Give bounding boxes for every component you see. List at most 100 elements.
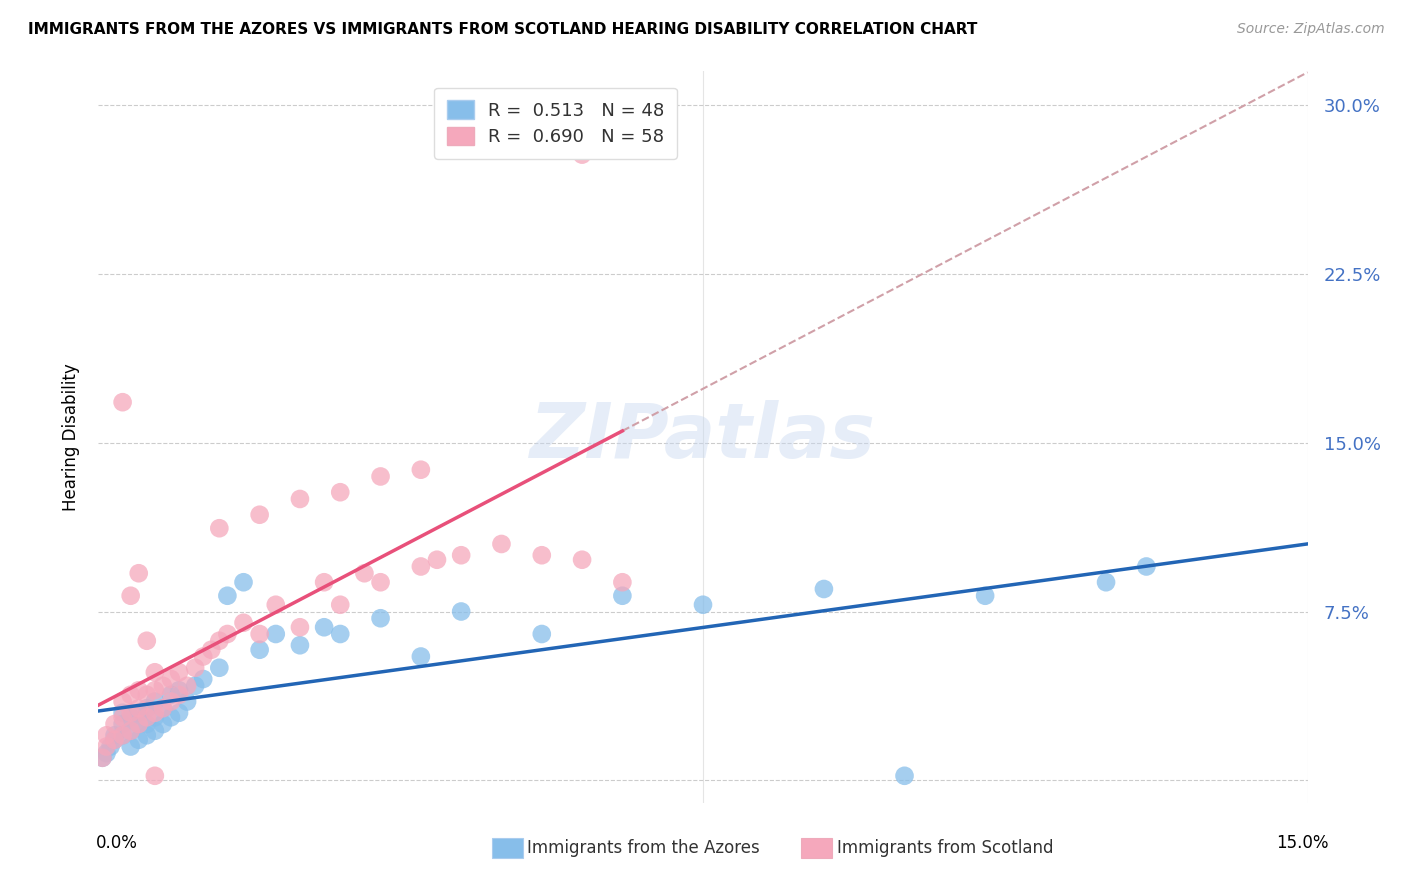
Point — [208, 521, 231, 535]
Point — [135, 701, 157, 715]
Point — [91, 751, 114, 765]
Text: Immigrants from Scotland: Immigrants from Scotland — [837, 839, 1053, 857]
Point — [96, 746, 118, 760]
Point — [111, 694, 134, 708]
Point — [232, 575, 254, 590]
Point — [329, 627, 352, 641]
Point — [974, 589, 997, 603]
Point — [111, 728, 134, 742]
Point — [143, 706, 166, 720]
Point — [409, 463, 432, 477]
Point — [193, 649, 215, 664]
Point — [167, 683, 190, 698]
Point — [193, 672, 215, 686]
Text: ZIPatlas: ZIPatlas — [530, 401, 876, 474]
Point — [160, 694, 183, 708]
Point — [143, 710, 166, 724]
Point — [111, 710, 134, 724]
Point — [128, 701, 150, 715]
Y-axis label: Hearing Disability: Hearing Disability — [62, 363, 80, 511]
Point — [176, 694, 198, 708]
Point — [571, 553, 593, 567]
Point — [135, 728, 157, 742]
Point — [120, 706, 142, 720]
Point — [288, 638, 311, 652]
Point — [128, 717, 150, 731]
Point — [208, 661, 231, 675]
Point — [111, 717, 134, 731]
Point — [111, 706, 134, 720]
Point — [103, 732, 125, 747]
Point — [128, 706, 150, 720]
Point — [1135, 559, 1157, 574]
Point — [329, 485, 352, 500]
Point — [530, 627, 553, 641]
Point — [120, 589, 142, 603]
Point — [167, 665, 190, 680]
Point — [135, 710, 157, 724]
Point — [184, 679, 207, 693]
Text: Source: ZipAtlas.com: Source: ZipAtlas.com — [1237, 22, 1385, 37]
Legend: R =  0.513   N = 48, R =  0.690   N = 58: R = 0.513 N = 48, R = 0.690 N = 58 — [434, 87, 676, 159]
Text: 0.0%: 0.0% — [96, 834, 138, 852]
Point — [128, 717, 150, 731]
Point — [135, 633, 157, 648]
Point — [314, 575, 336, 590]
Point — [288, 620, 311, 634]
Point — [450, 548, 472, 562]
Point — [409, 559, 432, 574]
Point — [152, 679, 174, 693]
Point — [111, 728, 134, 742]
Point — [612, 589, 634, 603]
Point — [128, 683, 150, 698]
Point — [143, 694, 166, 708]
Point — [111, 395, 134, 409]
Point — [143, 683, 166, 698]
Point — [176, 679, 198, 693]
Point — [530, 548, 553, 562]
Point — [167, 706, 190, 720]
Point — [208, 633, 231, 648]
Text: IMMIGRANTS FROM THE AZORES VS IMMIGRANTS FROM SCOTLAND HEARING DISABILITY CORREL: IMMIGRANTS FROM THE AZORES VS IMMIGRANTS… — [28, 22, 977, 37]
Point — [200, 642, 222, 657]
Point — [491, 537, 513, 551]
Point — [152, 701, 174, 715]
Point — [249, 508, 271, 522]
Point — [160, 688, 183, 702]
Point — [314, 620, 336, 634]
Point — [450, 605, 472, 619]
Point — [264, 627, 287, 641]
Point — [184, 661, 207, 675]
Point — [571, 147, 593, 161]
Text: 15.0%: 15.0% — [1277, 834, 1329, 852]
Point — [370, 575, 392, 590]
Point — [329, 598, 352, 612]
Point — [152, 701, 174, 715]
Point — [143, 769, 166, 783]
Point — [128, 566, 150, 581]
Point — [353, 566, 375, 581]
Point — [160, 710, 183, 724]
Point — [120, 739, 142, 754]
Point — [100, 739, 122, 754]
Point — [249, 627, 271, 641]
Point — [120, 688, 142, 702]
Point — [120, 723, 142, 738]
Point — [232, 615, 254, 630]
Point — [103, 717, 125, 731]
Point — [370, 469, 392, 483]
Point — [612, 575, 634, 590]
Point — [128, 732, 150, 747]
Point — [96, 739, 118, 754]
Point — [370, 611, 392, 625]
Point — [120, 723, 142, 738]
Point — [249, 642, 271, 657]
Point — [143, 723, 166, 738]
Point — [217, 627, 239, 641]
Point — [160, 672, 183, 686]
Point — [288, 491, 311, 506]
Point — [96, 728, 118, 742]
Point — [152, 717, 174, 731]
Point — [103, 732, 125, 747]
Point — [120, 710, 142, 724]
